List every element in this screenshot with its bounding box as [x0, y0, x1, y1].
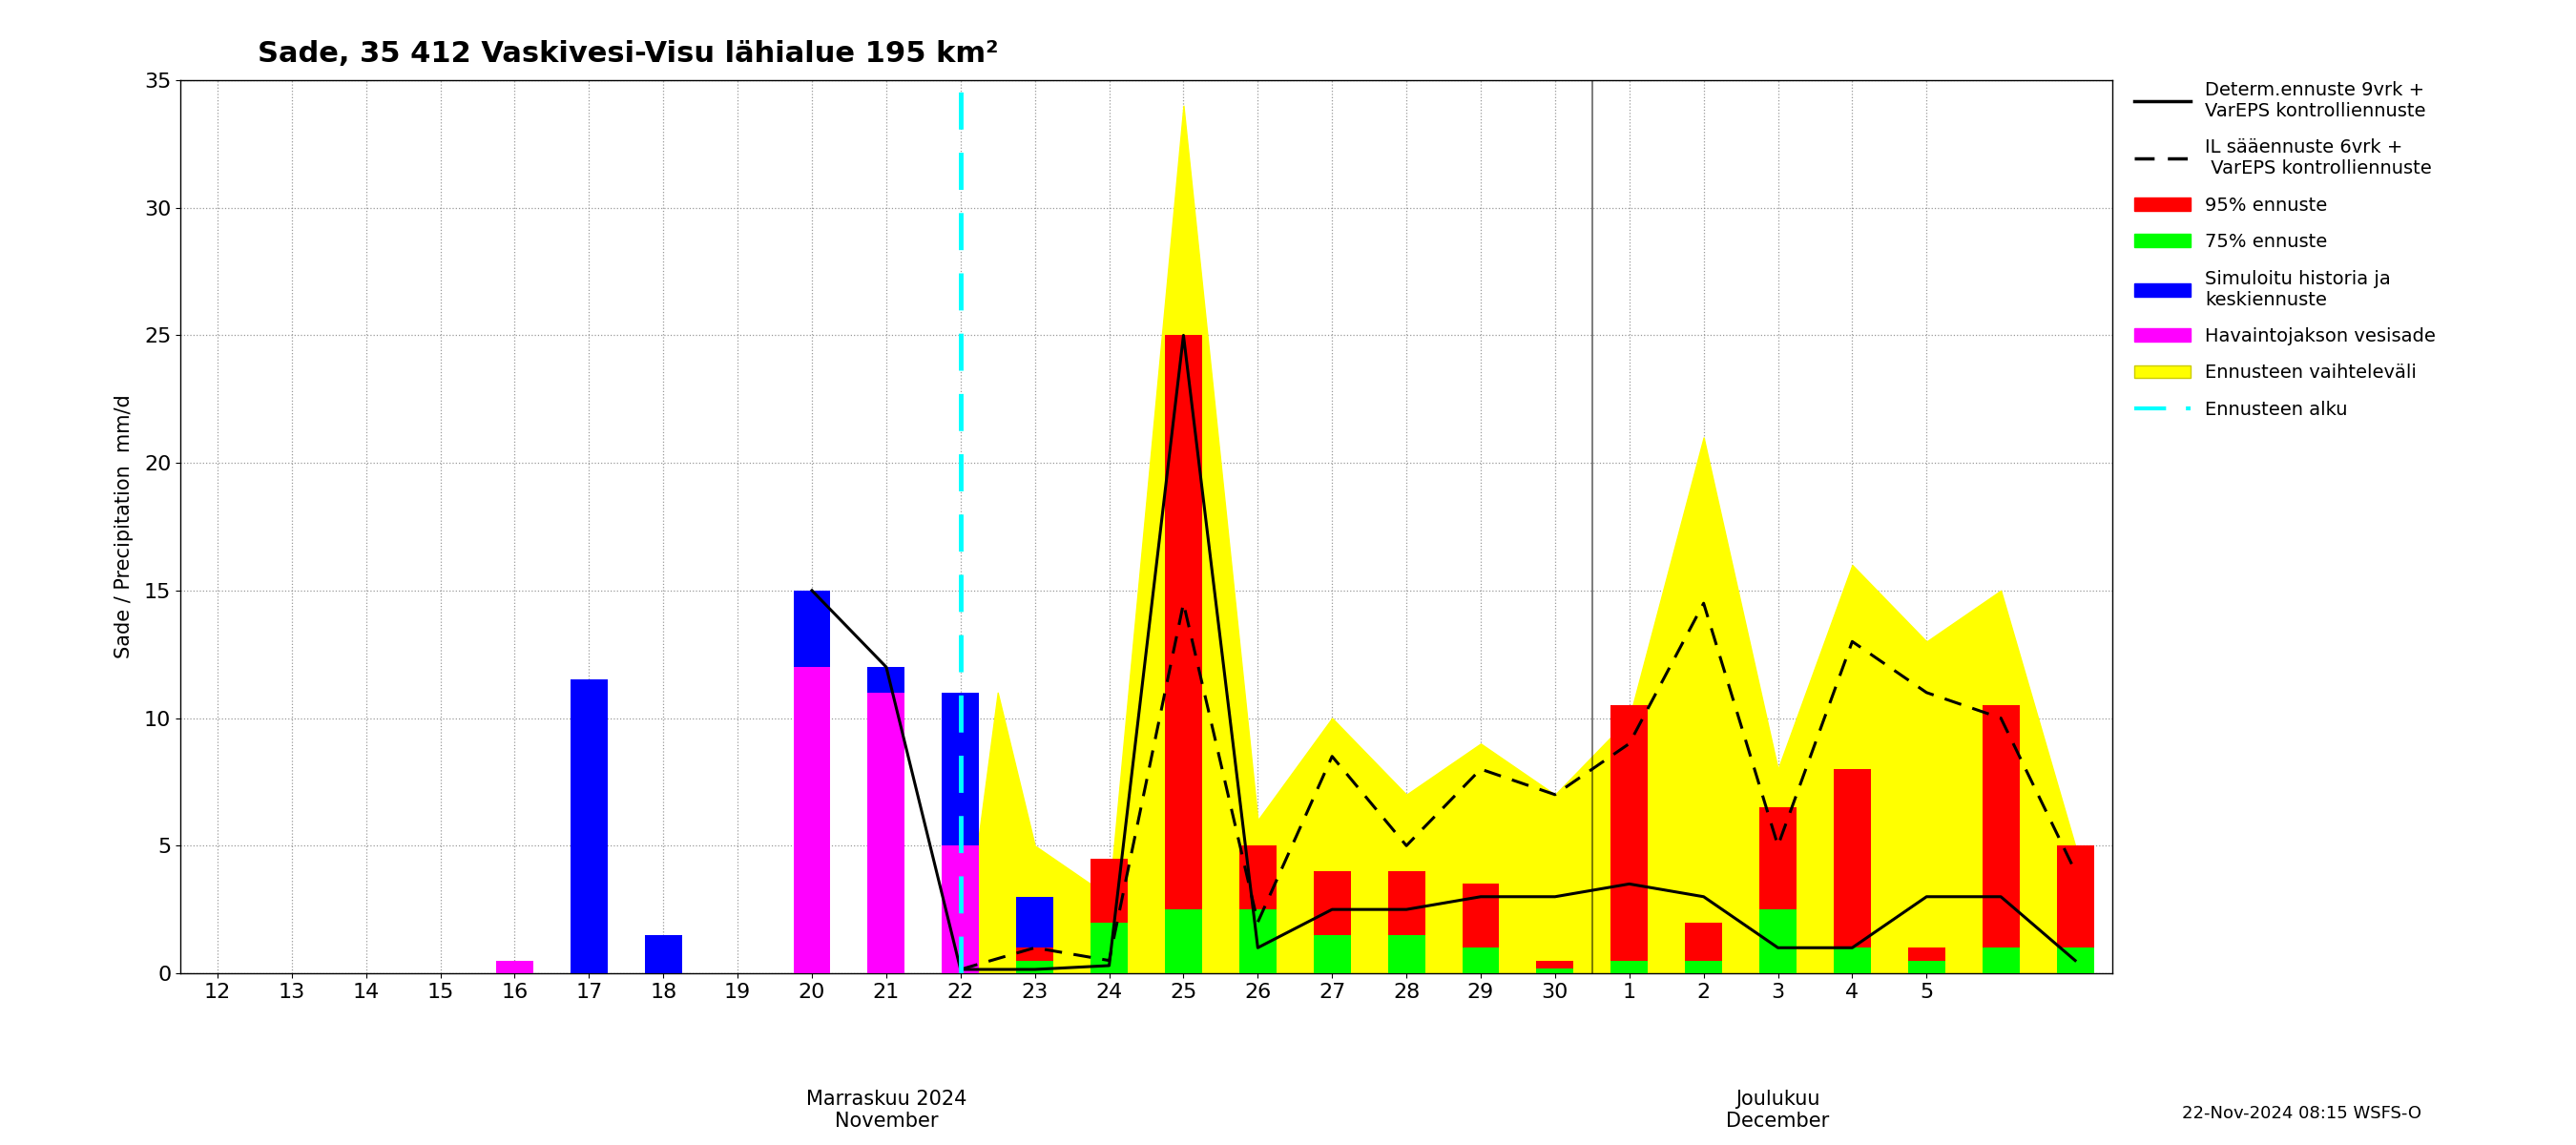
Bar	[2056, 846, 2094, 973]
Bar	[1090, 922, 1128, 973]
Bar	[1463, 884, 1499, 973]
Bar	[1388, 935, 1425, 973]
Bar	[868, 693, 904, 973]
Bar	[1685, 922, 1723, 973]
Bar	[1164, 909, 1203, 973]
Bar	[1909, 948, 1945, 973]
Bar	[1535, 969, 1574, 973]
Bar	[569, 680, 608, 973]
Bar	[1909, 961, 1945, 973]
Text: Marraskuu 2024
November: Marraskuu 2024 November	[806, 1089, 966, 1130]
Bar	[1535, 971, 1574, 973]
Text: Sade, 35 412 Vaskivesi-Visu lähialue 195 km²: Sade, 35 412 Vaskivesi-Visu lähialue 195…	[258, 40, 999, 68]
Y-axis label: Sade / Precipitation  mm/d: Sade / Precipitation mm/d	[113, 395, 134, 658]
Bar	[1314, 871, 1350, 973]
Bar	[2056, 948, 2094, 973]
Bar	[1759, 909, 1795, 973]
Legend: Determ.ennuste 9vrk +
VarEPS kontrolliennuste, IL sääennuste 6vrk +
 VarEPS kont: Determ.ennuste 9vrk + VarEPS kontrollien…	[2125, 72, 2445, 428]
Bar	[1759, 807, 1795, 973]
Bar	[1535, 961, 1574, 973]
Bar	[1018, 961, 1054, 973]
Bar	[793, 668, 829, 973]
Text: 22-Nov-2024 08:15 WSFS-O: 22-Nov-2024 08:15 WSFS-O	[2182, 1105, 2421, 1122]
Bar	[868, 668, 904, 973]
Bar	[1239, 897, 1275, 973]
Bar	[1090, 859, 1128, 973]
Bar	[943, 693, 979, 973]
Bar	[1164, 603, 1203, 973]
Bar	[1610, 705, 1649, 973]
Bar	[1463, 948, 1499, 973]
Bar	[1018, 948, 1054, 973]
Bar	[1018, 897, 1054, 973]
Bar	[497, 961, 533, 973]
Bar	[1239, 909, 1275, 973]
Bar	[1314, 935, 1350, 973]
Bar	[1834, 769, 1870, 973]
Bar	[943, 846, 979, 973]
Bar	[1685, 961, 1723, 973]
Bar	[1610, 961, 1649, 973]
Bar	[1388, 871, 1425, 973]
Bar	[1984, 705, 2020, 973]
Bar	[1984, 948, 2020, 973]
Bar	[1239, 846, 1275, 973]
Bar	[1834, 948, 1870, 973]
Bar	[793, 591, 829, 973]
Bar	[1314, 969, 1350, 973]
Bar	[1164, 335, 1203, 973]
Bar	[644, 935, 683, 973]
Text: Joulukuu
December: Joulukuu December	[1726, 1089, 1829, 1130]
